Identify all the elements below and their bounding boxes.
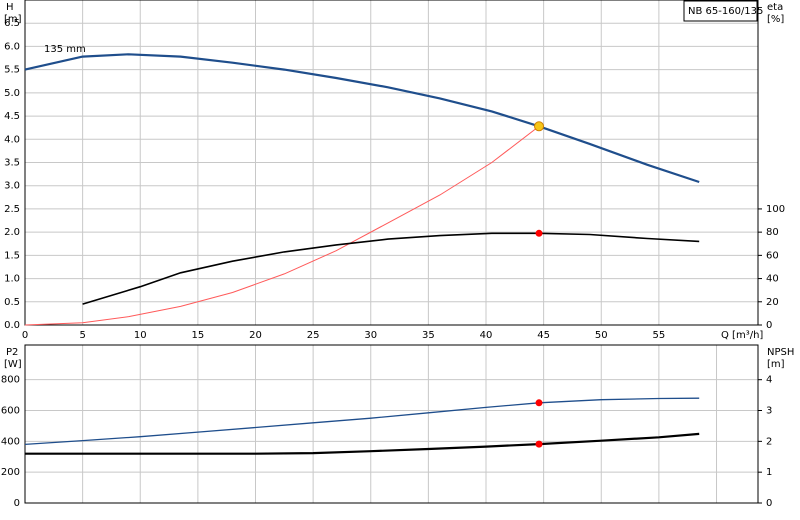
x-tick-label: 25 bbox=[307, 330, 320, 341]
duty-point bbox=[535, 399, 543, 407]
y-axis-label: H bbox=[6, 2, 14, 13]
y-tick-label: 800 bbox=[1, 375, 20, 386]
y2-tick-label: 40 bbox=[766, 274, 779, 285]
x-tick-label: 15 bbox=[192, 330, 205, 341]
x-tick-label: 0 bbox=[22, 330, 28, 341]
data-line bbox=[82, 232, 700, 305]
y-tick-label: 3.5 bbox=[4, 158, 20, 169]
y2-tick-label: 0 bbox=[766, 498, 772, 509]
y2-tick-label: 1 bbox=[766, 467, 772, 478]
plot-frame bbox=[24, 0, 759, 326]
y2-axis-unit: [%] bbox=[767, 14, 784, 25]
y-axis-unit: [W] bbox=[4, 359, 22, 370]
duty-point bbox=[535, 440, 543, 448]
y-tick-label: 4.0 bbox=[4, 134, 20, 145]
y2-tick-label: 4 bbox=[766, 375, 772, 386]
x-tick-label: 20 bbox=[249, 330, 262, 341]
y2-tick-label: 2 bbox=[766, 436, 772, 447]
y-tick-label: 3.0 bbox=[4, 181, 20, 192]
legend-text: NB 65-160/135 bbox=[688, 6, 763, 17]
legend-box bbox=[683, 0, 758, 22]
y-tick-label: 6.0 bbox=[4, 41, 20, 52]
x-tick-label: 40 bbox=[480, 330, 493, 341]
y-tick-label: 6.5 bbox=[4, 18, 20, 29]
x-axis-label: Q [m³/h] bbox=[721, 330, 763, 341]
x-tick-label: 50 bbox=[595, 330, 608, 341]
y-tick-label: 2.0 bbox=[4, 227, 20, 238]
y2-axis-unit: [m] bbox=[767, 359, 785, 370]
y-tick-label: 600 bbox=[1, 406, 20, 417]
y-tick-label: 0 bbox=[14, 498, 20, 509]
y-tick-label: 2.5 bbox=[4, 204, 20, 215]
y-axis-label: P2 bbox=[6, 347, 18, 358]
y-tick-label: 200 bbox=[1, 467, 20, 478]
x-tick-label: 10 bbox=[134, 330, 147, 341]
duty-point bbox=[534, 121, 545, 132]
y-tick-label: 400 bbox=[1, 436, 20, 447]
annotation: 135 mm bbox=[44, 44, 86, 55]
data-line bbox=[25, 432, 700, 455]
x-tick-label: 55 bbox=[653, 330, 666, 341]
y2-tick-label: 3 bbox=[766, 406, 772, 417]
y2-tick-label: 0 bbox=[766, 320, 772, 331]
data-line bbox=[24, 125, 540, 326]
duty-point bbox=[535, 229, 543, 237]
y-tick-label: 0.5 bbox=[4, 297, 20, 308]
data-line bbox=[24, 397, 700, 446]
y-tick-label: 5.5 bbox=[4, 65, 20, 76]
y2-tick-label: 20 bbox=[766, 297, 779, 308]
x-tick-label: 5 bbox=[79, 330, 85, 341]
x-tick-label: 30 bbox=[364, 330, 377, 341]
y2-tick-label: 100 bbox=[766, 204, 785, 215]
data-line bbox=[24, 53, 700, 184]
y2-tick-label: 80 bbox=[766, 227, 779, 238]
y-axis-unit: [m] bbox=[4, 14, 22, 25]
y-tick-label: 1.5 bbox=[4, 250, 20, 261]
y2-axis-label: NPSH bbox=[767, 347, 794, 358]
y-tick-label: 5.0 bbox=[4, 88, 20, 99]
y2-axis-label: eta bbox=[767, 2, 783, 13]
y-tick-label: 4.5 bbox=[4, 111, 20, 122]
y-tick-label: 1.0 bbox=[4, 274, 20, 285]
y2-tick-label: 60 bbox=[766, 250, 779, 261]
y-tick-label: 0.0 bbox=[4, 320, 20, 331]
x-tick-label: 35 bbox=[422, 330, 435, 341]
plot-frame bbox=[24, 344, 759, 504]
x-tick-label: 45 bbox=[537, 330, 550, 341]
